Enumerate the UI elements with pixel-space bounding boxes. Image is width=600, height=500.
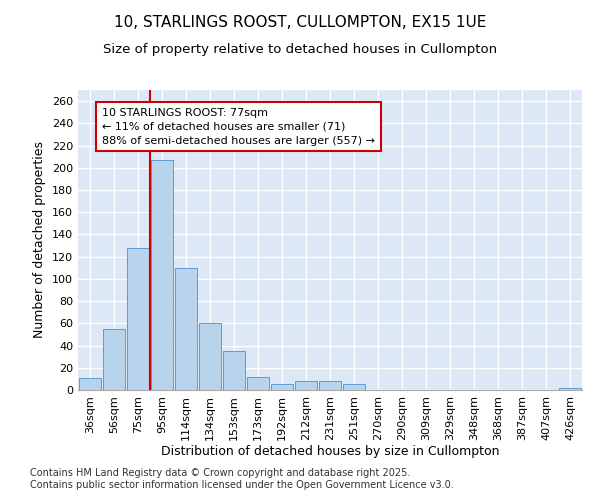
Bar (271, 384, 293, 390)
Text: 10 STARLINGS ROOST: 77sqm
← 11% of detached houses are smaller (71)
88% of semi-: 10 STARLINGS ROOST: 77sqm ← 11% of detac… (102, 108, 375, 146)
Bar (199, 324, 221, 390)
Bar (103, 329, 125, 390)
Y-axis label: Number of detached properties: Number of detached properties (34, 142, 46, 338)
Bar (127, 248, 149, 390)
X-axis label: Distribution of detached houses by size in Cullompton: Distribution of detached houses by size … (161, 446, 499, 458)
Text: 10, STARLINGS ROOST, CULLOMPTON, EX15 1UE: 10, STARLINGS ROOST, CULLOMPTON, EX15 1U… (114, 15, 486, 30)
Bar (247, 376, 269, 390)
Text: Contains HM Land Registry data © Crown copyright and database right 2025.
Contai: Contains HM Land Registry data © Crown c… (30, 468, 454, 490)
Bar (559, 388, 581, 390)
Bar (319, 381, 341, 390)
Bar (343, 384, 365, 390)
Bar (295, 381, 317, 390)
Bar (175, 268, 197, 390)
Bar (223, 351, 245, 390)
Bar (79, 378, 101, 390)
Bar (151, 160, 173, 390)
Text: Size of property relative to detached houses in Cullompton: Size of property relative to detached ho… (103, 42, 497, 56)
